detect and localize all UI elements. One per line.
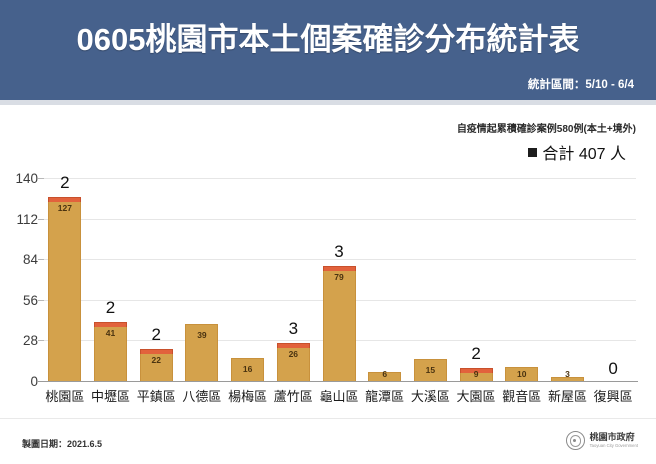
bar-group: 15 [413,178,447,381]
x-axis-labels: 桃園區 中壢區 平鎮區 八德區 楊梅區 蘆竹區 龜山區 龍潭區 大溪區 大園區 觀音區 新屋區 復興區 [42,386,636,408]
bar-total-rect [231,357,265,381]
bar-total-label: 16 [242,363,253,374]
logo-text: 桃園市政府 Taoyuan City Government [589,431,638,448]
bar-group: 127 2 [48,173,82,381]
bar-total-label: 3 [565,369,570,379]
legend-label: 合計 407 人 [542,146,626,163]
bar-new-cap [459,367,493,373]
bar-total-label: 26 [288,349,299,360]
bar-new-cap [139,349,173,355]
x-axis-label: 大園區 [456,389,496,404]
bar-total-label: 22 [151,355,161,366]
bar-total-label: 41 [105,327,116,338]
bar-chart-plot-area: 0 28 56 84 112 140 127 2 41 2 22 2 39 16 26 3 79 3 6 15 9 2 1… [15,172,638,388]
page-title: 0605桃園市本土個案確診分布統計表 [76,22,580,57]
bar-total-label: 10 [517,369,527,379]
x-axis-label: 桃園區 [45,389,85,404]
y-axis-tick-mark [38,340,44,342]
footer-divider [0,418,656,419]
y-axis-tick-label: 28 [22,333,38,349]
bar-total-rect [413,359,447,381]
taoyuan-city-government-logo: 桃園市政府 Taoyuan City Government [565,431,638,450]
bar-total-rect [322,266,356,381]
bar-total-rect [185,324,219,381]
bar-group: 79 3 [322,178,356,381]
x-axis-label: 蘆竹區 [273,389,313,404]
x-axis-label: 龜山區 [319,389,359,404]
y-axis-tick-mark [38,218,44,220]
taoyuan-city-seal-icon [565,431,585,450]
bar-group: 41 2 [94,178,128,381]
bar-total-label: 6 [382,369,388,379]
x-axis-label: 觀音區 [502,389,542,404]
legend-square-icon [528,147,538,157]
bar-total-label: 15 [425,365,436,376]
bar-group: 26 3 [276,178,310,381]
bar-new-label: 0 [608,359,618,378]
y-axis-tick-mark [38,259,44,261]
bar-new-label: 2 [151,325,161,345]
bar-new-label: 3 [334,242,344,262]
bar-group: 22 2 [139,178,173,381]
y-axis-tick-label: 140 [15,171,38,186]
bar-new-cap [276,343,310,349]
bar-new-label: 2 [105,297,116,317]
header-banner: 0605桃園市本土個案確診分布統計表 統計區間：5/10 - 6/4 [0,0,656,100]
chart-legend: 合計 407 人 [528,140,626,164]
logo-label-en: Taoyuan City Government [589,442,638,448]
x-axis-label: 中壢區 [91,389,131,404]
bar-new-label: 3 [288,319,299,339]
x-axis-label: 八德區 [182,389,222,404]
bar-total-rect [368,372,402,381]
logo-label-cn: 桃園市政府 [589,431,635,442]
bar-new-cap [322,266,356,272]
bar-total-rect [139,349,173,381]
y-axis-tick-label: 56 [22,292,38,308]
gridline [42,259,636,261]
y-axis-tick-mark [38,299,44,301]
bar-new-label: 2 [60,172,70,192]
bar-total-label: 79 [334,272,344,283]
y-axis-tick-mark [38,178,44,179]
header-inner: 0605桃園市本土個案確診分布統計表 統計區間：5/10 - 6/4 [0,0,656,100]
bar-total-rect [505,366,539,381]
bar-new-cap [48,196,82,202]
x-axis-label: 龍潭區 [365,389,405,404]
bar-new-cap [94,321,128,327]
x-axis-label: 楊梅區 [228,389,268,404]
x-axis-label: 復興區 [593,389,633,404]
y-axis-tick-label: 0 [30,374,38,389]
x-axis-label: 平鎮區 [136,389,176,404]
gridline [42,218,636,220]
bar-group: 6 [368,178,402,381]
cumulative-note: 自疫情起累積確診案例580例(本土+境外) [456,124,636,135]
bar-total-rect [48,196,82,381]
bar-group: 0 [597,178,630,381]
x-axis-line [38,381,638,382]
date-range-subtitle: 統計區間：5/10 - 6/4 [527,79,634,91]
bar-new-label: 2 [471,343,481,363]
gridline [42,178,636,179]
bar-total-rect [550,376,584,381]
bar-group: 3 [550,178,584,381]
header-bottom-edge [0,100,656,105]
bar-group: 39 [185,178,219,381]
bar-total-label: 127 [57,202,72,213]
y-axis-tick-label: 84 [22,252,38,268]
y-axis-tick-label: 112 [16,211,38,227]
bar-group: 16 [231,178,265,381]
bar-total-label: 9 [473,369,479,379]
bar-total-label: 39 [197,330,207,341]
x-axis-label: 新屋區 [547,389,587,404]
chart-date-label: 製圖日期：2021.6.5 [22,439,103,449]
x-axis-label: 大溪區 [410,389,450,404]
bar-group: 10 [505,178,539,381]
